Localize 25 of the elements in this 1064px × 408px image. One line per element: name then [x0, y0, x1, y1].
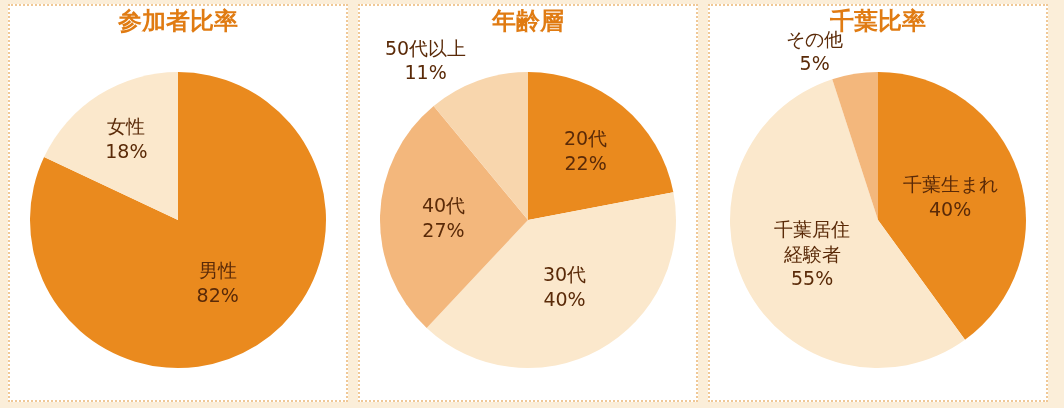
- slice-label: 50代以上: [385, 36, 467, 59]
- data-label: 11%: [404, 61, 447, 84]
- chart-title: 参加者比率: [117, 6, 238, 35]
- pie-slice: [380, 105, 528, 328]
- slice-label: 千葉生まれ: [902, 173, 998, 196]
- data-label: 18%: [105, 139, 148, 162]
- slice-label: 20代: [564, 127, 608, 150]
- data-label: 22%: [564, 151, 607, 174]
- slice-label: 女性: [107, 115, 146, 138]
- data-label: 5%: [799, 52, 830, 75]
- slice-label: 男性: [198, 259, 237, 282]
- data-label: 27%: [422, 218, 465, 241]
- slice-label: 30代: [542, 263, 587, 286]
- data-label: 40%: [929, 197, 972, 220]
- pie-slice: [44, 72, 178, 220]
- pie-slice: [528, 72, 674, 220]
- data-label: 82%: [196, 283, 239, 306]
- data-label: 40%: [543, 287, 586, 310]
- slice-label: 千葉居住経験者: [774, 217, 851, 265]
- pie-slice: [832, 72, 878, 220]
- slice-label: 40代: [421, 193, 466, 216]
- pie-slice: [30, 72, 326, 368]
- data-label: 55%: [790, 267, 834, 290]
- pie-slice: [878, 72, 1026, 340]
- chart-title: 年齢層: [491, 6, 564, 35]
